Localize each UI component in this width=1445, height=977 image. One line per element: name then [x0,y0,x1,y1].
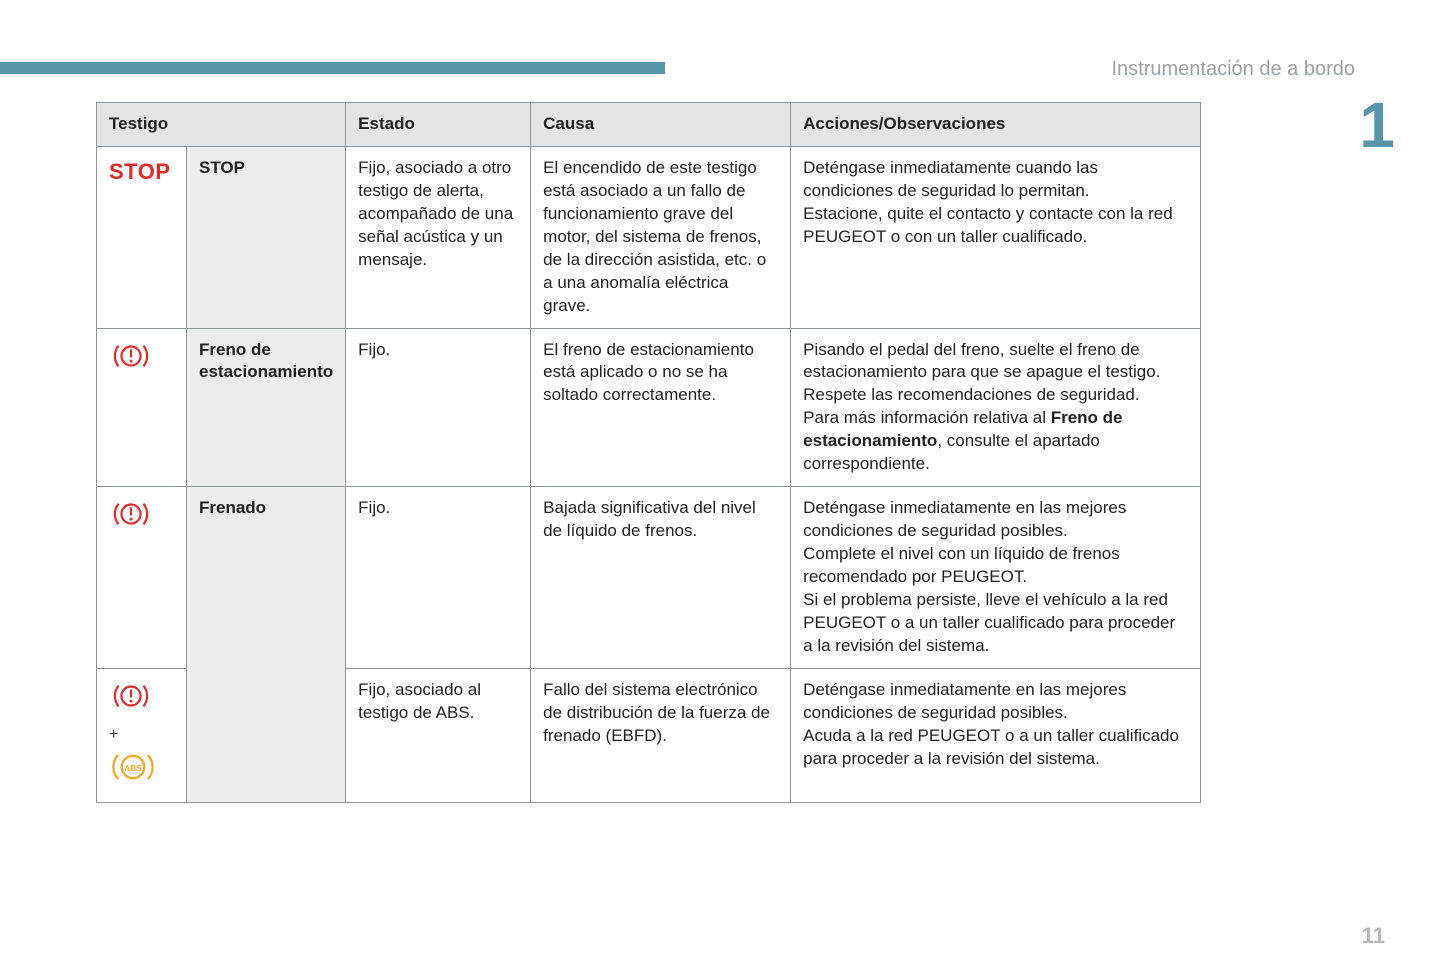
warning-name: Freno de estacionamiento [187,328,346,487]
icon-cell [97,328,187,487]
warning-lights-table: Testigo Estado Causa Acciones/Observacio… [96,102,1201,803]
chapter-number: 1 [1359,88,1395,162]
estado-cell: Fijo. [346,487,531,669]
col-header-estado: Estado [346,103,531,147]
causa-cell: El freno de estacionamiento está aplicad… [531,328,791,487]
accion-cell: Deténgase inmediatamente cuando las cond… [791,146,1201,328]
col-header-acciones: Acciones/Observaciones [791,103,1201,147]
table-row: STOP STOP Fijo, asociado a otro testigo … [97,146,1201,328]
estado-cell: Fijo. [346,328,531,487]
brake-warning-icon [109,339,153,373]
accion-cell: Pisando el pedal del freno, suelte el fr… [791,328,1201,487]
section-title: Instrumentación de a bordo [1112,58,1356,81]
header-accent-bar [0,62,665,74]
plus-icon: + [109,724,174,746]
page: Instrumentación de a bordo 1 11 Testigo … [0,0,1445,977]
col-header-causa: Causa [531,103,791,147]
warning-name: STOP [187,146,346,328]
icon-cell: STOP [97,146,187,328]
table-header-row: Testigo Estado Causa Acciones/Observacio… [97,103,1201,147]
table-row: Frenado Fijo. Bajada significativa del n… [97,487,1201,669]
warning-name: Frenado [187,487,346,803]
accion-cell: Deténgase inmediatamente en las mejores … [791,487,1201,669]
causa-cell: El encendido de este testigo está asocia… [531,146,791,328]
estado-cell: Fijo, asociado a otro testigo de alerta,… [346,146,531,328]
causa-cell: Bajada significativa del nivel de líquid… [531,487,791,669]
col-header-testigo: Testigo [97,103,346,147]
brake-warning-icon [109,497,153,531]
svg-text:ABS: ABS [124,764,142,773]
causa-cell: Fallo del sistema electrónico de distrib… [531,668,791,802]
brake-warning-icon [109,679,153,713]
estado-cell: Fijo, asociado al testigo de ABS. [346,668,531,802]
page-number: 11 [1362,923,1385,949]
accion-cell: Deténgase inmediatamente en las mejores … [791,668,1201,802]
table-row: Freno de estacionamiento Fijo. El freno … [97,328,1201,487]
stop-icon: STOP [109,159,171,184]
icon-cell [97,487,187,669]
abs-warning-icon: ABS [109,749,157,785]
icon-cell: + ABS [97,668,187,802]
